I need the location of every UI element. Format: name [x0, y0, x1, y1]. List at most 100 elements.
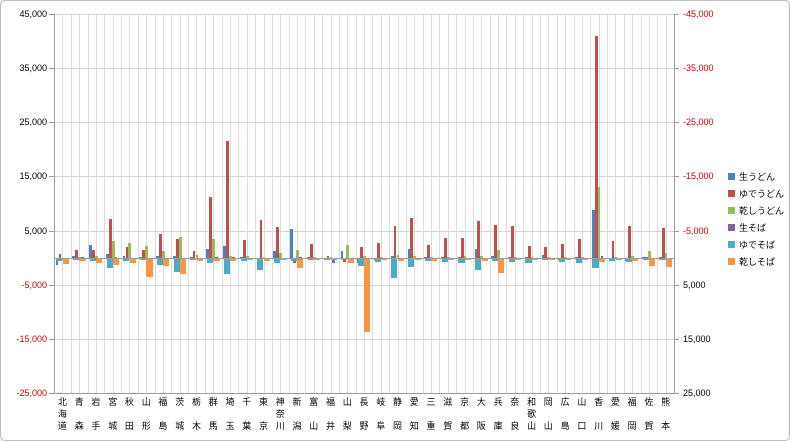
left-axis-tick	[49, 393, 54, 394]
vertical-gridline	[104, 14, 106, 393]
vertical-gridline	[581, 14, 583, 393]
bar-乾しそば	[297, 258, 304, 268]
bar-ゆでうどん	[192, 251, 196, 258]
bar-ゆでうどん	[159, 234, 162, 258]
vertical-gridline	[263, 14, 265, 393]
bar-乾しうどん	[363, 256, 366, 258]
bar-ゆでうどん	[611, 241, 615, 258]
left-axis-tick-label: -25,000	[16, 388, 47, 398]
vertical-gridline	[87, 14, 89, 393]
vertical-gridline	[523, 14, 525, 393]
bar-乾しうどん	[128, 243, 132, 258]
bar-ゆでうどん	[326, 256, 330, 258]
bar-ゆでうどん	[661, 227, 665, 258]
left-axis-tick	[49, 230, 54, 232]
vertical-gridline	[364, 14, 365, 393]
left-axis-line	[54, 14, 55, 393]
vertical-gridline	[464, 14, 466, 393]
bar-生そば	[114, 256, 118, 258]
category-label: 東京	[258, 397, 268, 431]
bar-生うどん	[524, 257, 528, 259]
legend-item: ゆでそば	[728, 236, 784, 252]
bar-ゆでうどん	[242, 240, 246, 258]
bar-乾しそば	[129, 258, 136, 263]
bar-ゆでそば	[290, 258, 297, 262]
bar-乾しうどん	[396, 254, 400, 258]
vertical-gridline	[615, 14, 617, 393]
bar-ゆでうどん	[343, 258, 347, 262]
category-label: 和歌山	[527, 397, 537, 431]
bar-ゆでうどん	[276, 227, 280, 258]
horizontal-gridline	[54, 14, 674, 15]
bar-乾しそば	[179, 258, 187, 275]
right-axis-tick-label: -25,000	[683, 117, 714, 128]
bar-ゆでそば	[307, 258, 314, 261]
bar-ゆでうどん	[510, 226, 514, 258]
bar-乾しうどん	[178, 237, 182, 258]
vertical-gridline	[229, 14, 231, 393]
bar-乾しそば	[230, 258, 237, 262]
vertical-gridline	[62, 14, 64, 393]
bar-生そば	[332, 258, 336, 264]
bar-ゆでうどん	[142, 250, 146, 258]
vertical-gridline	[204, 14, 206, 393]
bar-乾しうどん	[94, 256, 98, 258]
vertical-gridline	[95, 14, 97, 393]
left-axis-tick	[49, 122, 54, 124]
vertical-gridline	[246, 14, 248, 393]
vertical-gridline	[112, 14, 114, 393]
vertical-gridline	[548, 14, 550, 393]
bar-ゆでうどん	[628, 225, 632, 258]
bar-ゆでうどん	[360, 247, 363, 258]
bar-ゆでうどん	[594, 35, 598, 258]
category-label: 広島	[560, 397, 570, 431]
vertical-gridline	[489, 14, 491, 393]
bar-生うどん	[206, 249, 210, 258]
bar-乾しうどん	[212, 239, 216, 258]
bar-ゆでそば	[190, 258, 197, 261]
vertical-gridline	[422, 14, 424, 393]
right-axis-tick-label: -45,000	[683, 9, 714, 19]
bar-ゆでそば	[73, 258, 80, 261]
vertical-gridline	[623, 14, 625, 393]
bar-生うどん	[407, 249, 411, 258]
legend-label: 生そば	[739, 222, 767, 233]
category-label: 兵庫	[493, 397, 503, 431]
horizontal-gridline	[54, 230, 674, 232]
bar-乾しうどん	[463, 256, 467, 258]
bar-乾しそば	[62, 258, 69, 264]
vertical-gridline	[305, 14, 307, 393]
bar-乾しうどん	[279, 253, 283, 258]
bar-ゆでそば	[575, 258, 582, 263]
bar-ゆでうどん	[410, 218, 414, 258]
category-label: 滋賀	[443, 397, 453, 431]
bar-生うどん	[122, 255, 126, 258]
vertical-gridline	[171, 14, 173, 393]
vertical-gridline	[665, 14, 667, 393]
bar-生うどん	[541, 254, 545, 258]
category-label: 岩手	[91, 397, 101, 431]
legend-swatch-hoshi-udon	[728, 206, 735, 214]
category-label: 秋田	[124, 397, 134, 431]
bar-生うどん	[491, 255, 495, 258]
bar-乾しうどん	[614, 256, 618, 258]
legend-label: ゆでそば	[739, 239, 776, 250]
vertical-gridline	[481, 14, 483, 393]
bar-乾しそば	[163, 258, 170, 267]
bottom-axis-line	[54, 393, 674, 394]
bar-ゆでうどん	[92, 249, 95, 258]
category-label: 山梨	[342, 397, 352, 431]
bar-ゆでそば	[592, 258, 599, 269]
legend-label: ゆでうどん	[739, 188, 785, 199]
bar-生うどん	[441, 257, 444, 259]
bar-ゆでそば	[525, 258, 532, 263]
horizontal-gridline	[54, 176, 674, 178]
vertical-gridline	[70, 14, 72, 393]
bar-乾しそば	[481, 258, 488, 262]
vertical-gridline	[431, 14, 432, 393]
legend-label: 乾しうどん	[739, 205, 785, 216]
left-axis-tick-label: 25,000	[19, 117, 47, 128]
bar-乾しうどん	[161, 250, 165, 258]
bar-乾しそば	[515, 258, 522, 260]
bar-生うどん	[189, 257, 193, 259]
